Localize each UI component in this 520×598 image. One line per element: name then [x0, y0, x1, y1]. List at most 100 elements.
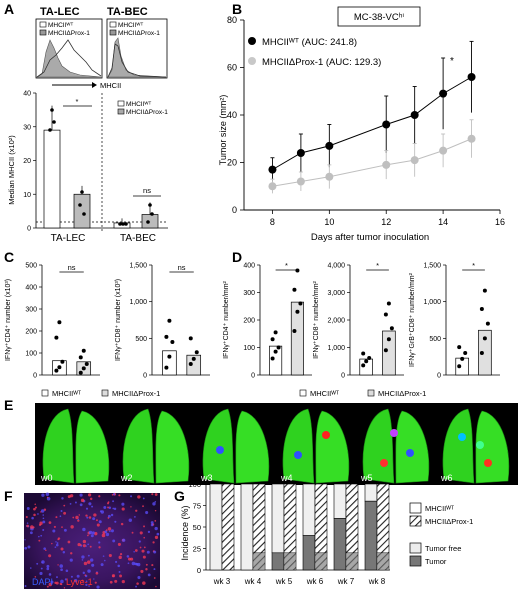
- e-lung-right-lobe: [235, 410, 270, 484]
- f-lyve1-signal: [86, 560, 91, 564]
- a-point: [118, 222, 122, 226]
- f-dapi-signal: [26, 522, 29, 524]
- f-lyve1-signal: [108, 553, 112, 558]
- f-dapi-signal: [156, 532, 160, 536]
- f-lyve1-signal: [94, 531, 98, 536]
- g-bar-ko-tumor-hatch: [346, 552, 358, 570]
- g-bar-wt-tumor-free: [333, 483, 347, 519]
- f-lyve1-signal: [72, 516, 75, 519]
- f-dapi-signal: [88, 502, 92, 506]
- e-week-label: w4: [280, 473, 293, 483]
- d3-point: [479, 351, 484, 355]
- d2-bar: [359, 358, 373, 376]
- a-point: [52, 120, 56, 124]
- d1-point: [292, 287, 297, 292]
- g-bar-ko-tumor-free: [314, 483, 328, 554]
- f-lyve1-signal: [94, 581, 97, 584]
- c1-point: [54, 335, 59, 340]
- d2-ytick-label: 1,000: [327, 345, 345, 352]
- a-point: [82, 212, 86, 216]
- a-sig-lec: *: [76, 97, 79, 106]
- d2-point: [361, 363, 366, 368]
- f-dapi-signal: [24, 539, 26, 541]
- f-dapi-signal: [150, 523, 154, 527]
- f-lyve1-signal: [30, 525, 34, 529]
- c2-point: [188, 336, 193, 341]
- f-dapi-signal: [48, 573, 52, 576]
- legend-swatch-ko: [409, 515, 422, 527]
- g-bar-ko-tumor-free: [221, 483, 235, 571]
- f-dapi-signal: [114, 520, 117, 523]
- c1-point: [78, 370, 83, 375]
- f-dapi-signal: [104, 559, 106, 562]
- e-lung-left-lobe: [122, 408, 155, 484]
- f-lyve1-signal: [34, 506, 38, 509]
- f-lyve1-signal: [80, 498, 85, 503]
- f-lyve1-signal: [118, 494, 121, 497]
- f-lyve1-signal: [82, 544, 86, 548]
- f-lyve1-signal: [51, 542, 53, 545]
- g-week-label: wk 5: [275, 577, 293, 586]
- b-ytick-label: 40: [227, 110, 237, 120]
- e-week-label: w3: [200, 473, 213, 483]
- f-lyve1-signal: [26, 524, 29, 528]
- f-lyve1-signal: [107, 506, 109, 509]
- f-dapi-signal: [76, 574, 80, 578]
- c1-ytick-label: 400: [25, 285, 37, 292]
- f-dapi-signal: [60, 509, 63, 512]
- g-bar-ko-tumor-free: [252, 483, 266, 554]
- g-week-label: wk 7: [337, 577, 355, 586]
- g-bar-wt-tumor-free: [302, 483, 316, 536]
- e-week-label: w5: [360, 473, 373, 483]
- c2-ytick-label: 500: [135, 336, 147, 343]
- d1-bar: [269, 345, 283, 376]
- e-tumor-spot: [294, 451, 302, 459]
- a-point: [148, 203, 152, 207]
- b-legend-ko: MHCIIΔProx-1 (AUC: 129.3): [262, 57, 381, 68]
- f-dapi-signal: [122, 538, 126, 542]
- f-dapi-signal: [27, 545, 31, 549]
- a-flow-box-bec: [106, 18, 168, 79]
- f-dapi-signal: [113, 507, 117, 511]
- f-lyve1-signal: [61, 526, 63, 529]
- f-lyve1-signal: [131, 531, 134, 534]
- f-lyve1-signal: [101, 533, 106, 538]
- f-lyve1-signal: [117, 542, 121, 546]
- f-dapi-signal: [37, 513, 39, 515]
- f-lyve1-signal: [119, 552, 123, 556]
- d3-ytick-label: 1,500: [423, 263, 441, 270]
- f-lyve1-signal: [143, 525, 146, 528]
- f-dapi-signal: [45, 492, 50, 497]
- f-lyve1-signal: [33, 513, 36, 517]
- d3-point: [460, 356, 465, 361]
- c2-ytick-label: 1,000: [129, 299, 147, 306]
- f-lyve1-signal: [128, 557, 132, 561]
- d2-point: [361, 351, 366, 356]
- f-dapi-signal: [110, 513, 114, 517]
- f-dapi-signal: [55, 541, 57, 543]
- f-lyve1-signal: [112, 575, 114, 578]
- d3-point: [482, 288, 487, 293]
- b-ytick-label: 80: [227, 15, 237, 25]
- g-ytick-label: 100: [188, 480, 201, 489]
- f-dapi-signal: [109, 530, 111, 533]
- f-dapi-signal: [137, 576, 141, 580]
- g-ylabel: Incidence (%): [180, 505, 190, 560]
- f-lyve1-signal: [46, 585, 49, 588]
- b-ytick-label: 20: [227, 158, 237, 168]
- f-dapi-signal: [112, 507, 115, 510]
- f-label-lyve1: Lyve-1: [66, 577, 93, 587]
- legend-swatch-wt: [41, 389, 49, 397]
- f-dapi-signal: [69, 502, 72, 505]
- f-dapi-signal: [108, 506, 112, 510]
- f-lyve1-signal: [98, 495, 101, 498]
- f-dapi-signal: [150, 521, 154, 524]
- e-lungs: w0 w2 w3 w4 w5 w6: [40, 408, 510, 484]
- d2-point: [386, 301, 391, 306]
- f-dapi-signal: [130, 495, 133, 498]
- f-dapi-signal: [92, 517, 96, 521]
- g-week-label: wk 4: [244, 577, 262, 586]
- f-dapi-signal: [42, 514, 45, 516]
- a-yticks: 0 10 20 30 40: [23, 91, 36, 233]
- f-dapi-signal: [98, 520, 102, 524]
